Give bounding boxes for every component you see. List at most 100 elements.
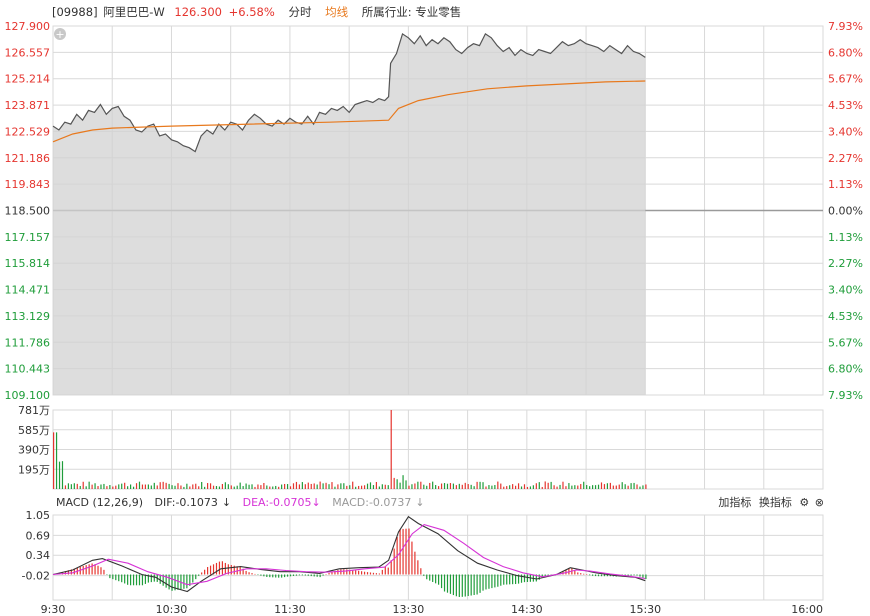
volume-bar (337, 484, 339, 489)
volume-bar (592, 485, 594, 489)
volume-bar (186, 483, 188, 489)
volume-bar (544, 481, 546, 489)
price-tick-label: 122.529 (5, 125, 51, 138)
volume-bar (257, 484, 259, 489)
time-tick-label: 16:00 (791, 603, 823, 616)
macd-histogram-bar (301, 574, 303, 576)
volume-bar (103, 483, 105, 489)
volume-bar (358, 485, 360, 489)
macd-histogram-bar (130, 574, 132, 586)
macd-histogram-bar (440, 574, 443, 589)
volume-bar (559, 484, 561, 489)
macd-histogram-bar (245, 570, 247, 575)
volume-bar (198, 486, 200, 489)
volume-bar (515, 485, 517, 489)
volume-bar (449, 483, 452, 489)
macd-histogram-bar (378, 573, 380, 575)
volume-bar (393, 477, 395, 489)
macd-histogram-bar (132, 574, 135, 586)
macd-params: MACD (12,26,9) (56, 496, 144, 509)
volume-bar (204, 486, 206, 489)
switch-indicator-button[interactable]: 换指标 (758, 496, 792, 509)
volume-bar (526, 486, 529, 489)
volume-bar (239, 482, 241, 489)
volume-bar (192, 484, 194, 489)
volume-bar (248, 484, 250, 489)
volume-bar (209, 483, 212, 489)
macd-histogram-bar (281, 574, 283, 578)
volume-bar (124, 482, 126, 489)
volume-bar (443, 483, 446, 489)
volume-bar (147, 484, 149, 489)
price-tick-label: 127.900 (5, 20, 51, 33)
volume-bar (580, 484, 582, 489)
volume-bar (517, 483, 520, 489)
volume-bar (94, 483, 96, 489)
volume-bar (281, 484, 283, 489)
price-area (53, 33, 646, 396)
stock-name: 阿里巴巴-W (103, 5, 165, 19)
macd-histogram-bar (198, 574, 200, 576)
volume-bar (541, 486, 543, 489)
close-circle-icon[interactable]: ⊗ (814, 496, 824, 509)
volume-bar (372, 485, 375, 489)
volume-bar (488, 485, 490, 489)
add-indicator-button[interactable]: 加指标 (718, 496, 752, 509)
volume-bar (455, 485, 457, 489)
price-tick-label: 121.186 (5, 152, 51, 165)
volume-bar (295, 481, 298, 489)
time-tick-label: 10:30 (156, 603, 188, 616)
volume-bar (67, 483, 70, 489)
macd-histogram-bar (266, 574, 268, 577)
volume-bar (112, 486, 114, 489)
average-line-label[interactable]: 均线 (325, 5, 349, 19)
volume-bar (562, 481, 564, 489)
volume-bar (420, 481, 422, 489)
macd-histogram-bar (242, 568, 244, 575)
volume-bar (479, 481, 481, 489)
macd-histogram-bar (627, 574, 629, 576)
volume-bar (289, 486, 292, 489)
macd-histogram-bar (254, 573, 256, 575)
macd-histogram-bar (141, 574, 144, 586)
volume-bar (319, 481, 321, 489)
volume-bar (369, 482, 372, 489)
macd-histogram-bar (464, 574, 466, 597)
volume-bar (440, 483, 443, 489)
macd-histogram-bar (322, 574, 324, 576)
volume-bar (532, 485, 534, 489)
minute-line-label[interactable]: 分时 (288, 5, 312, 19)
macd-histogram-bar (369, 572, 372, 575)
average-price-line (52, 80, 646, 143)
volume-bar (242, 486, 244, 489)
volume-bar (272, 486, 274, 489)
volume-bar (627, 485, 629, 489)
percent-tick-label: 1.13% (828, 178, 863, 191)
volume-bar (378, 486, 380, 489)
settings-gear-icon[interactable]: ⚙ (799, 496, 810, 509)
macd-histogram-bar (251, 573, 253, 575)
macd-histogram-bar (461, 574, 463, 597)
macd-histogram-bar (592, 574, 594, 576)
volume-bar (286, 484, 289, 489)
macd-histogram-bar (124, 574, 126, 584)
change-percent: +6.58% (228, 5, 275, 19)
macd-histogram-bar (121, 574, 123, 583)
macd-histogram-bar (183, 574, 185, 589)
macd-histogram-bar (443, 574, 446, 592)
industry-label: 所属行业: 专业零售 (361, 5, 462, 19)
volume-bar (263, 482, 265, 489)
macd-histogram-bar (355, 570, 357, 575)
volume-bar (100, 484, 102, 489)
volume-bar (53, 432, 55, 489)
macd-histogram-bar (426, 574, 428, 580)
macd-histogram-bar (313, 574, 315, 577)
macd-histogram-bar (363, 571, 366, 575)
macd-histogram-bar (144, 574, 147, 584)
volume-bar (236, 485, 238, 489)
macd-histogram-bar (586, 574, 588, 575)
volume-bar (500, 483, 502, 489)
volume-bar (600, 482, 603, 489)
macd-histogram-bar (189, 574, 191, 586)
percent-tick-label: 4.53% (828, 310, 863, 323)
